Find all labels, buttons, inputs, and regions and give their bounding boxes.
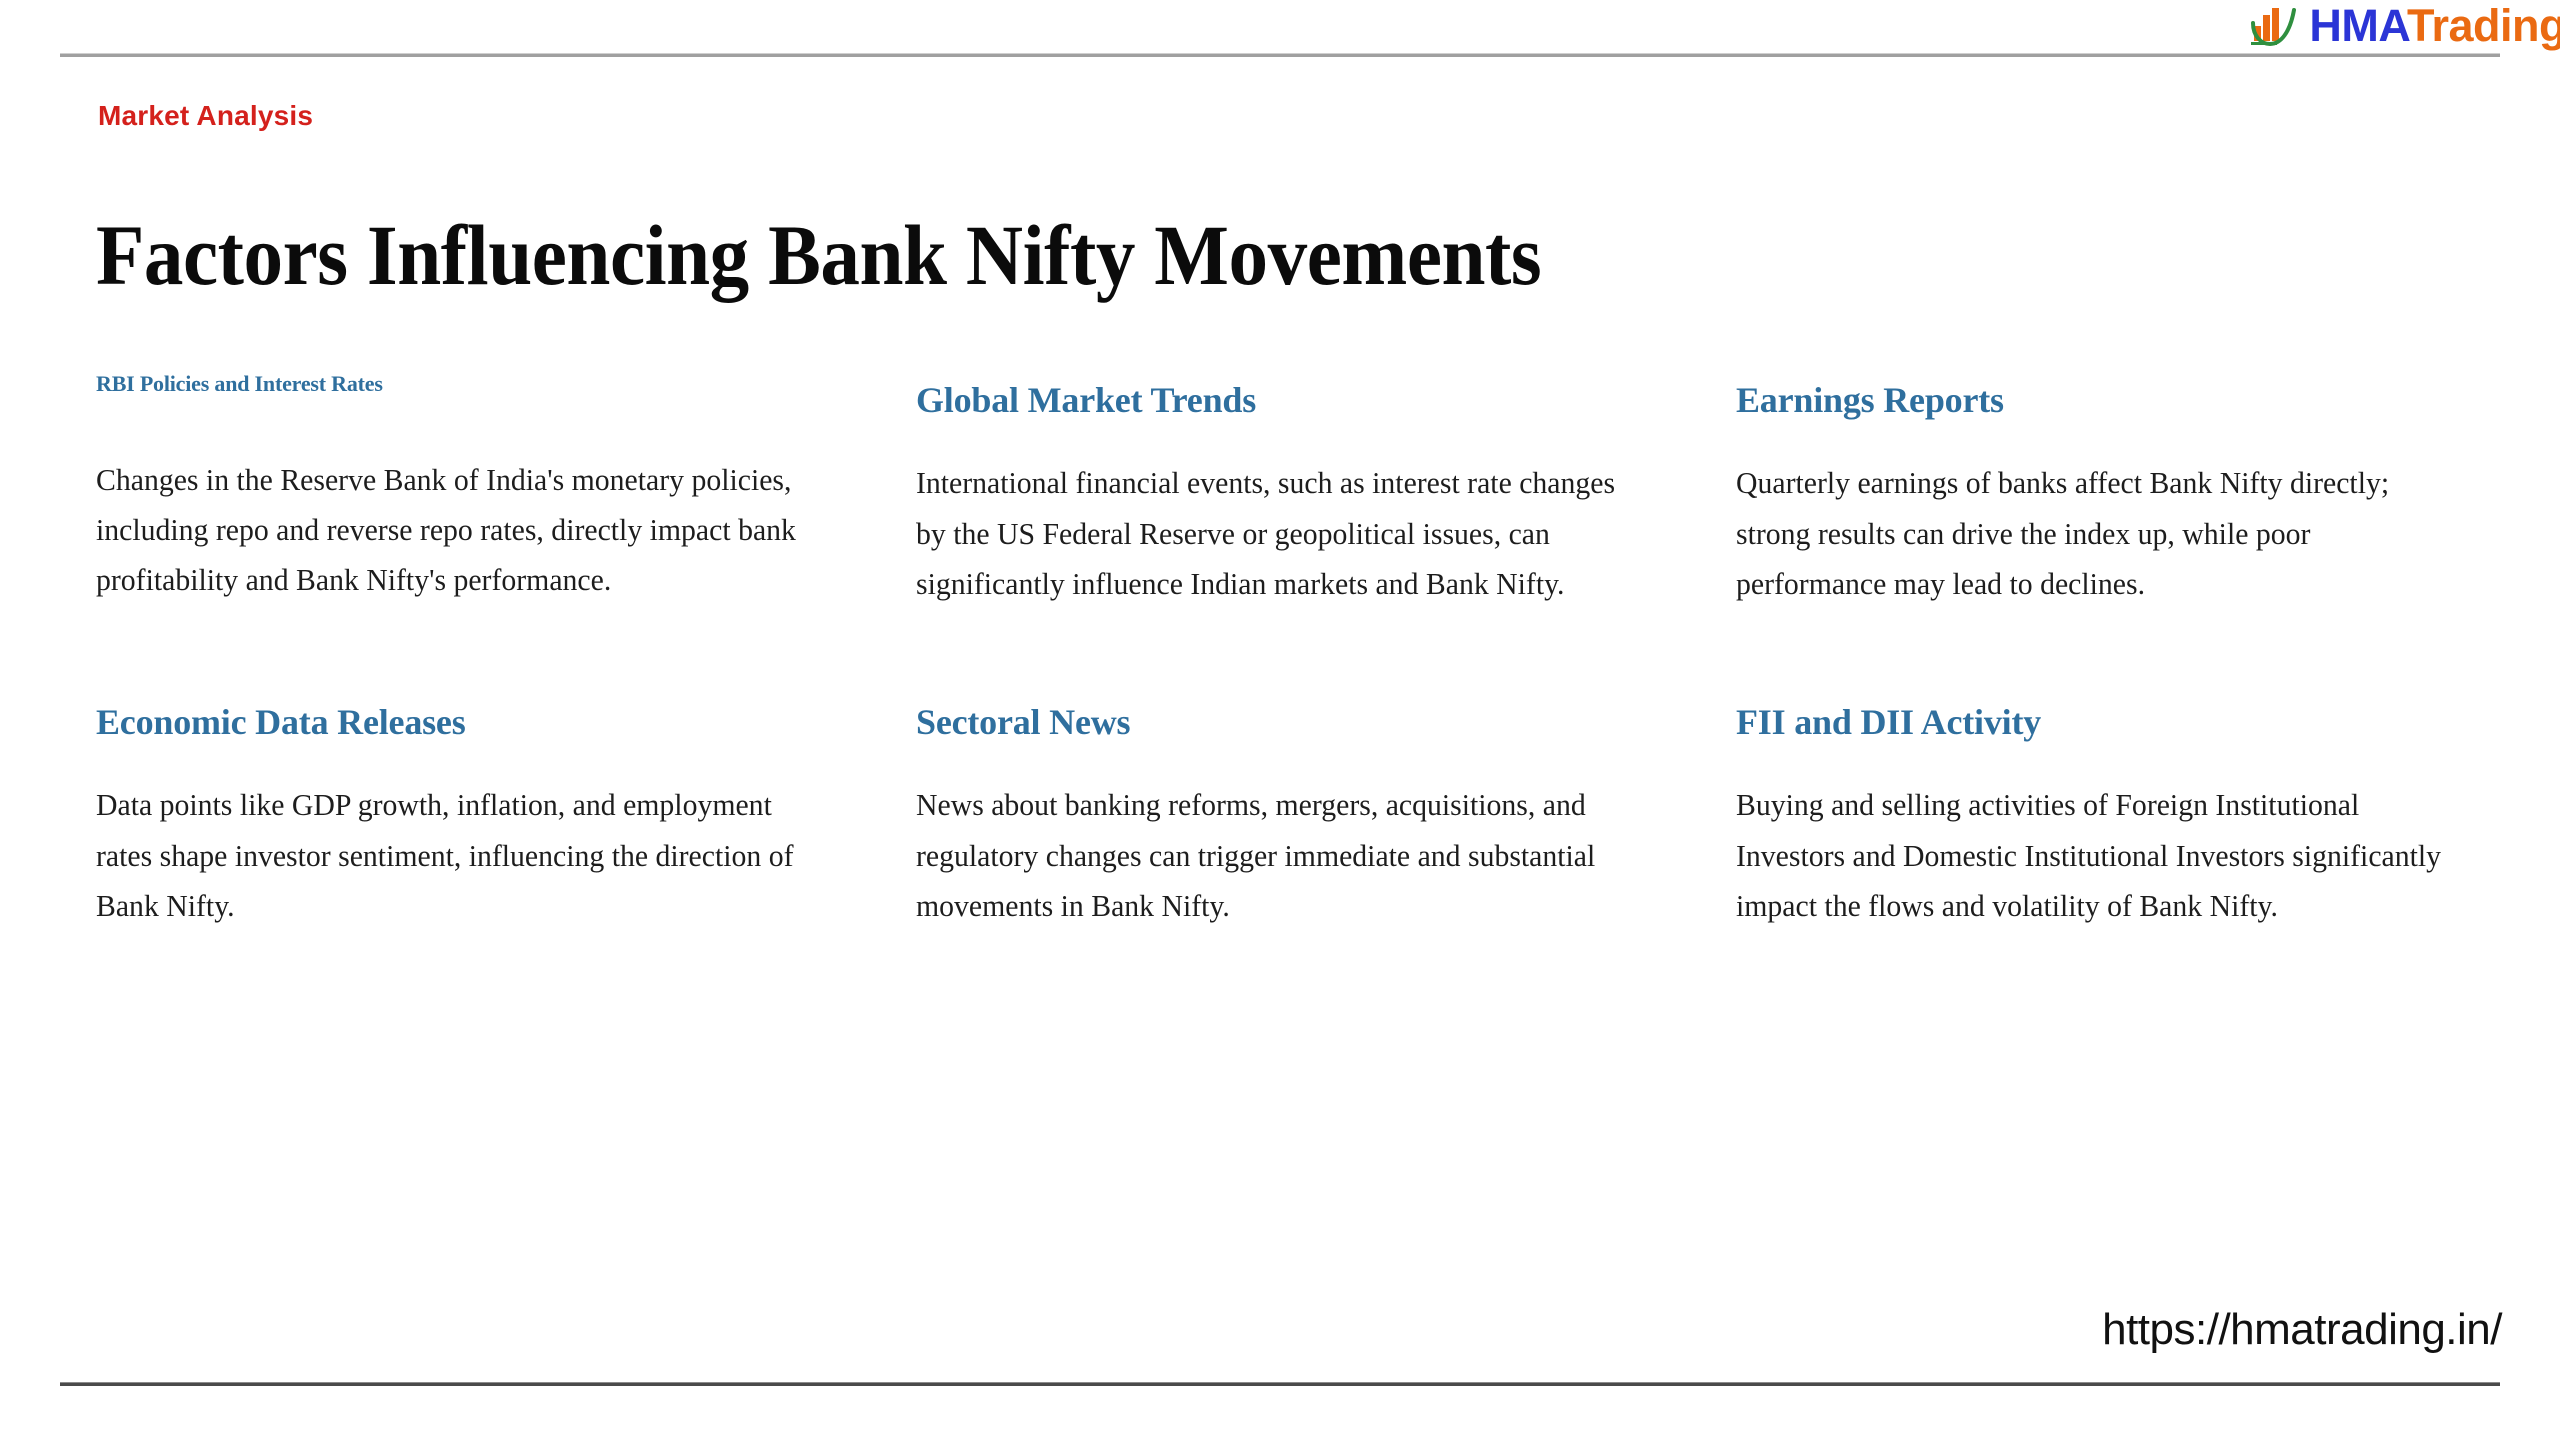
card-body: Changes in the Reserve Bank of India's m… [96,461,796,598]
card-title: RBI Policies and Interest Rates [96,371,383,396]
bottom-divider [60,1382,2500,1386]
card-title: Economic Data Releases [96,702,466,742]
section-eyebrow: Market Analysis [98,100,314,131]
bar-chart-check-icon [2251,8,2297,47]
card-rbi-policies-and-interest-rates: RBI Policies and Interest Rates Changes … [96,371,836,605]
card-title: FII and DII Activity [1736,702,2042,742]
cards-row-top: RBI Policies and Interest Rates Changes … [96,371,2496,672]
cards-grid: RBI Policies and Interest Rates Changes … [96,371,2496,994]
card-fii-and-dii-activity: FII and DII Activity Buying and selling … [1736,694,2476,931]
card-title: Sectoral News [916,702,1131,742]
cards-row-bottom: Economic Data Releases Data points like … [96,694,2496,994]
card-sectoral-news: Sectoral News News about banking reforms… [916,694,1656,931]
brand-logo[interactable]: HMATrading [2247,2,2560,48]
footer-website-url[interactable]: https://hmatrading.in/ [2102,1305,2502,1354]
page-title: Factors Influencing Bank Nifty Movements [96,206,1542,303]
card-title: Earnings Reports [1736,380,2004,420]
card-title: Global Market Trends [916,380,1257,420]
brand-name-primary: HMA [2309,0,2407,51]
brand-name-secondary: Trading [2406,0,2560,51]
card-body: Buying and selling activities of Foreign… [1736,787,2442,923]
card-global-market-trends: Global Market Trends International finan… [916,372,1656,609]
brand-wordmark: HMATrading [2309,3,2560,48]
card-body: Quarterly earnings of banks affect Bank … [1736,465,2390,601]
card-body: News about banking reforms, mergers, acq… [916,787,1596,923]
card-earnings-reports: Earnings Reports Quarterly earnings of b… [1736,372,2476,609]
top-divider [60,53,2500,57]
top-bar: HMATrading [0,0,2560,62]
card-economic-data-releases: Economic Data Releases Data points like … [96,694,836,931]
card-body: Data points like GDP growth, inflation, … [96,787,794,923]
card-body: International financial events, such as … [916,465,1616,601]
